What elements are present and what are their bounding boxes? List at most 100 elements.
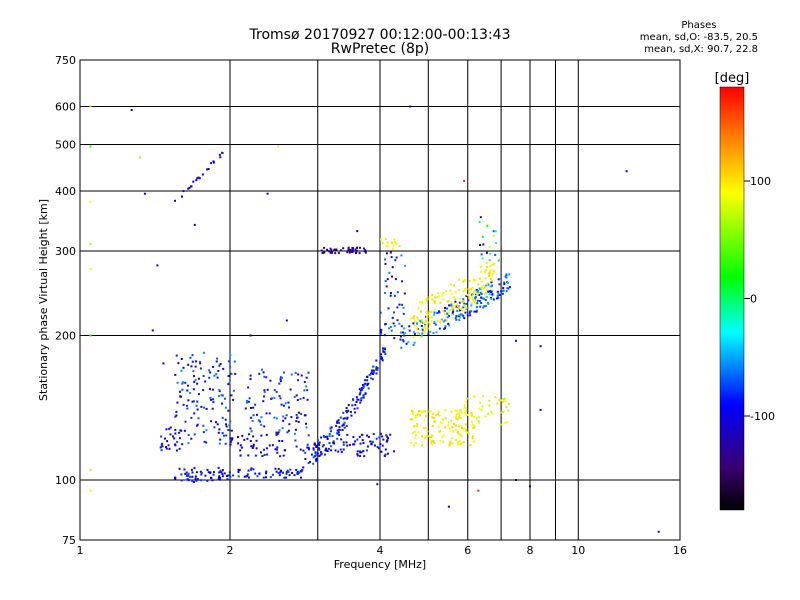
echo-point xyxy=(457,425,460,428)
echo-point xyxy=(251,447,254,449)
echo-point xyxy=(194,475,197,478)
echo-point xyxy=(293,396,296,398)
echo-point xyxy=(363,250,366,253)
echo-point xyxy=(252,468,255,471)
echo-point xyxy=(237,442,240,445)
echo-point xyxy=(454,291,457,293)
echo-point xyxy=(392,322,395,325)
echo-point xyxy=(189,475,192,478)
echo-point xyxy=(458,440,461,443)
echo-point xyxy=(346,417,349,420)
echo-point xyxy=(421,301,424,304)
echo-point xyxy=(89,334,92,337)
echo-point xyxy=(207,168,210,170)
echo-point xyxy=(187,472,190,475)
echo-point xyxy=(178,437,181,440)
echo-point xyxy=(197,393,200,396)
echo-point xyxy=(312,447,315,450)
echo-point xyxy=(389,251,392,254)
echo-point xyxy=(193,467,196,470)
echo-point xyxy=(466,294,469,296)
echo-point xyxy=(413,314,415,317)
echo-point xyxy=(300,470,303,473)
echo-point xyxy=(479,305,482,308)
echo-point xyxy=(218,390,221,393)
echo-point xyxy=(285,319,288,322)
echo-point xyxy=(185,474,188,477)
x-tick-label: 8 xyxy=(527,544,534,557)
echo-point xyxy=(379,311,382,314)
echo-point xyxy=(369,440,372,443)
echo-point xyxy=(503,283,506,286)
echo-point xyxy=(413,425,415,428)
echo-point xyxy=(278,382,281,385)
echo-point xyxy=(488,272,491,275)
echo-point xyxy=(307,462,310,465)
echo-point xyxy=(421,328,424,331)
echo-point xyxy=(172,435,174,438)
echo-point xyxy=(252,445,255,448)
echo-point xyxy=(454,416,457,419)
echo-point xyxy=(305,426,308,429)
echo-point xyxy=(337,431,340,434)
echo-point xyxy=(271,444,274,447)
echo-point xyxy=(491,413,494,416)
echo-point xyxy=(437,413,439,416)
echo-point xyxy=(412,412,415,415)
echo-point xyxy=(387,307,390,310)
echo-point xyxy=(228,424,231,427)
echo-point xyxy=(294,428,297,431)
x-axis-label: Frequency [MHz] xyxy=(334,558,426,571)
echo-point xyxy=(455,417,458,420)
echo-point xyxy=(417,431,420,434)
echo-point xyxy=(281,427,284,430)
echo-point xyxy=(382,438,385,441)
echo-point xyxy=(437,425,440,428)
echo-point xyxy=(182,381,185,384)
echo-point xyxy=(464,308,467,311)
echo-point xyxy=(414,424,417,427)
echo-point xyxy=(502,411,505,413)
echo-point xyxy=(195,479,198,482)
echo-point xyxy=(181,443,184,446)
echo-point xyxy=(487,302,490,305)
echo-point xyxy=(386,241,389,244)
echo-point xyxy=(324,453,326,456)
echo-point xyxy=(480,286,483,289)
echo-point xyxy=(463,302,466,305)
echo-point xyxy=(336,432,339,435)
echo-point xyxy=(471,286,474,289)
echo-point xyxy=(278,439,281,442)
echo-point xyxy=(458,314,461,316)
echo-point xyxy=(413,341,416,344)
echo-point xyxy=(195,179,198,182)
echo-point xyxy=(409,441,412,444)
echo-point xyxy=(229,475,232,478)
echo-point xyxy=(182,366,185,369)
echo-point xyxy=(380,432,382,435)
echo-point xyxy=(221,469,224,472)
echo-point xyxy=(419,320,422,323)
echo-point xyxy=(180,369,183,372)
echo-point xyxy=(343,426,346,429)
echo-point xyxy=(187,474,190,477)
echo-point xyxy=(240,446,243,449)
echo-point xyxy=(409,105,412,108)
echo-point xyxy=(353,443,356,446)
echo-point xyxy=(200,473,203,476)
echo-point xyxy=(412,431,415,434)
echo-point xyxy=(465,302,468,305)
echo-point xyxy=(459,309,461,312)
echo-point xyxy=(184,381,187,384)
echo-point xyxy=(302,449,305,452)
echo-point xyxy=(367,435,370,438)
echo-point xyxy=(244,407,247,410)
echo-point xyxy=(298,411,300,414)
echo-point xyxy=(433,313,435,316)
echo-point xyxy=(219,156,222,159)
echo-point xyxy=(485,265,488,268)
echo-point xyxy=(283,371,285,374)
echo-point xyxy=(187,442,190,445)
echo-point xyxy=(503,281,506,284)
